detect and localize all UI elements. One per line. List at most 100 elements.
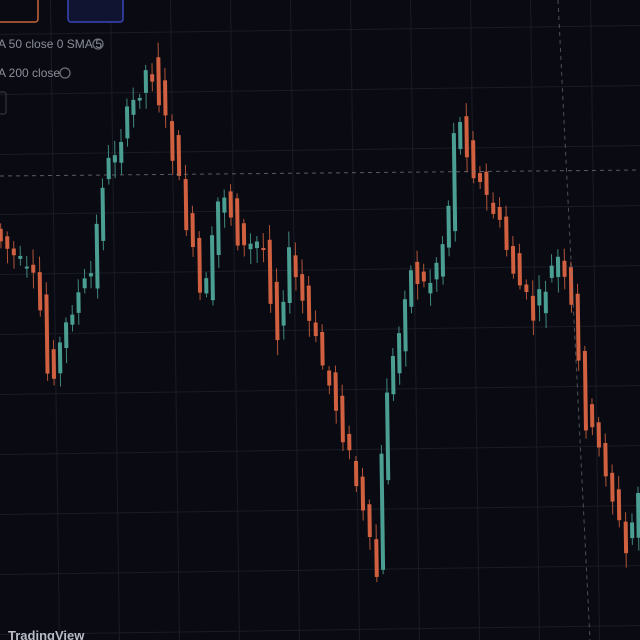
candle-body [210, 235, 215, 301]
candle-body [446, 205, 452, 248]
grid-line [0, 504, 640, 516]
candle-body [183, 179, 189, 231]
candle-body [530, 295, 536, 321]
grid-line [169, 0, 181, 640]
candle-body [5, 236, 10, 249]
grid-line [0, 384, 640, 396]
candle-body [88, 273, 93, 277]
candle-body [150, 74, 155, 82]
candle-body [630, 522, 635, 539]
candle-body [124, 106, 130, 139]
candle-body [37, 272, 43, 311]
candle-body [396, 333, 402, 374]
candle-body [590, 404, 595, 428]
candle-body [549, 265, 554, 278]
candle-body [261, 247, 266, 251]
grid-line [589, 0, 601, 640]
grid-line [0, 324, 640, 336]
grid-line [409, 0, 421, 640]
candle-body [76, 292, 81, 313]
candle-body [18, 255, 23, 259]
grid-line [49, 0, 61, 640]
candle-body [636, 492, 640, 538]
indicator-toggle[interactable] [59, 67, 71, 79]
candle-body [320, 331, 325, 366]
candle-body [477, 173, 483, 183]
candle-body [402, 299, 408, 352]
grid-line [469, 0, 481, 640]
candle-body [568, 267, 574, 305]
candle-body [274, 281, 280, 341]
candle-body [484, 171, 489, 195]
candle-body [464, 116, 469, 158]
candle-body [215, 201, 221, 256]
candle-body [313, 322, 318, 337]
candle-body [421, 271, 426, 282]
candle-body [286, 247, 292, 304]
candles [0, 42, 640, 583]
candle-body [390, 356, 396, 395]
grid-line [0, 624, 640, 636]
candle-body [385, 392, 391, 481]
candle-body [82, 278, 87, 289]
candle-body [176, 135, 182, 176]
candle-body [582, 350, 588, 431]
candle-body [458, 122, 463, 150]
toolbar-button[interactable] [0, 0, 39, 23]
candle-body [367, 504, 372, 538]
candle-body [170, 121, 175, 161]
indicator-label: A 50 close 0 SMA 5 [0, 37, 102, 51]
candle-body [300, 274, 305, 301]
candle-body [537, 289, 542, 306]
side-button[interactable] [0, 91, 7, 115]
candle-body [156, 57, 161, 106]
candle-body [119, 141, 124, 163]
candle-body [603, 442, 608, 477]
candle-body [610, 472, 615, 502]
candle-body [327, 370, 332, 386]
candle-body [555, 256, 561, 278]
candle-body [434, 262, 439, 280]
candle-body [235, 198, 240, 246]
grid-line [0, 144, 640, 156]
candle-body [333, 372, 339, 411]
candle-body [440, 244, 446, 277]
candle-body [0, 228, 3, 242]
candle-body [562, 260, 567, 277]
candle-body [204, 278, 209, 294]
indicator-toggle[interactable] [92, 38, 104, 50]
candle-body [57, 342, 63, 374]
candle-body [222, 197, 227, 213]
brand-logo: TradingView [8, 628, 85, 640]
candle-body [451, 133, 458, 232]
candle-body [543, 291, 548, 314]
candle-body [137, 97, 142, 101]
grid-line [289, 0, 301, 640]
candle-body [24, 266, 29, 269]
candle-body [94, 223, 100, 289]
toolbar-button[interactable] [67, 0, 124, 23]
candle-body [281, 301, 286, 326]
candle-body [100, 187, 106, 241]
candle-body [267, 239, 273, 304]
candle-body [347, 433, 352, 451]
candle-body [190, 213, 195, 248]
grid-line [0, 84, 640, 96]
candle-body [44, 294, 50, 374]
crosshair-vertical [557, 0, 591, 640]
candle-body [623, 521, 629, 554]
candle-body [306, 285, 312, 321]
candle-body [31, 264, 36, 273]
grid-line [349, 0, 361, 640]
candle-body [596, 422, 602, 448]
candle-body [616, 489, 622, 521]
candle-body [131, 99, 136, 115]
candle-body [241, 223, 247, 246]
candle-body [379, 453, 386, 570]
candle-body [163, 80, 168, 116]
candle-body [428, 282, 433, 294]
